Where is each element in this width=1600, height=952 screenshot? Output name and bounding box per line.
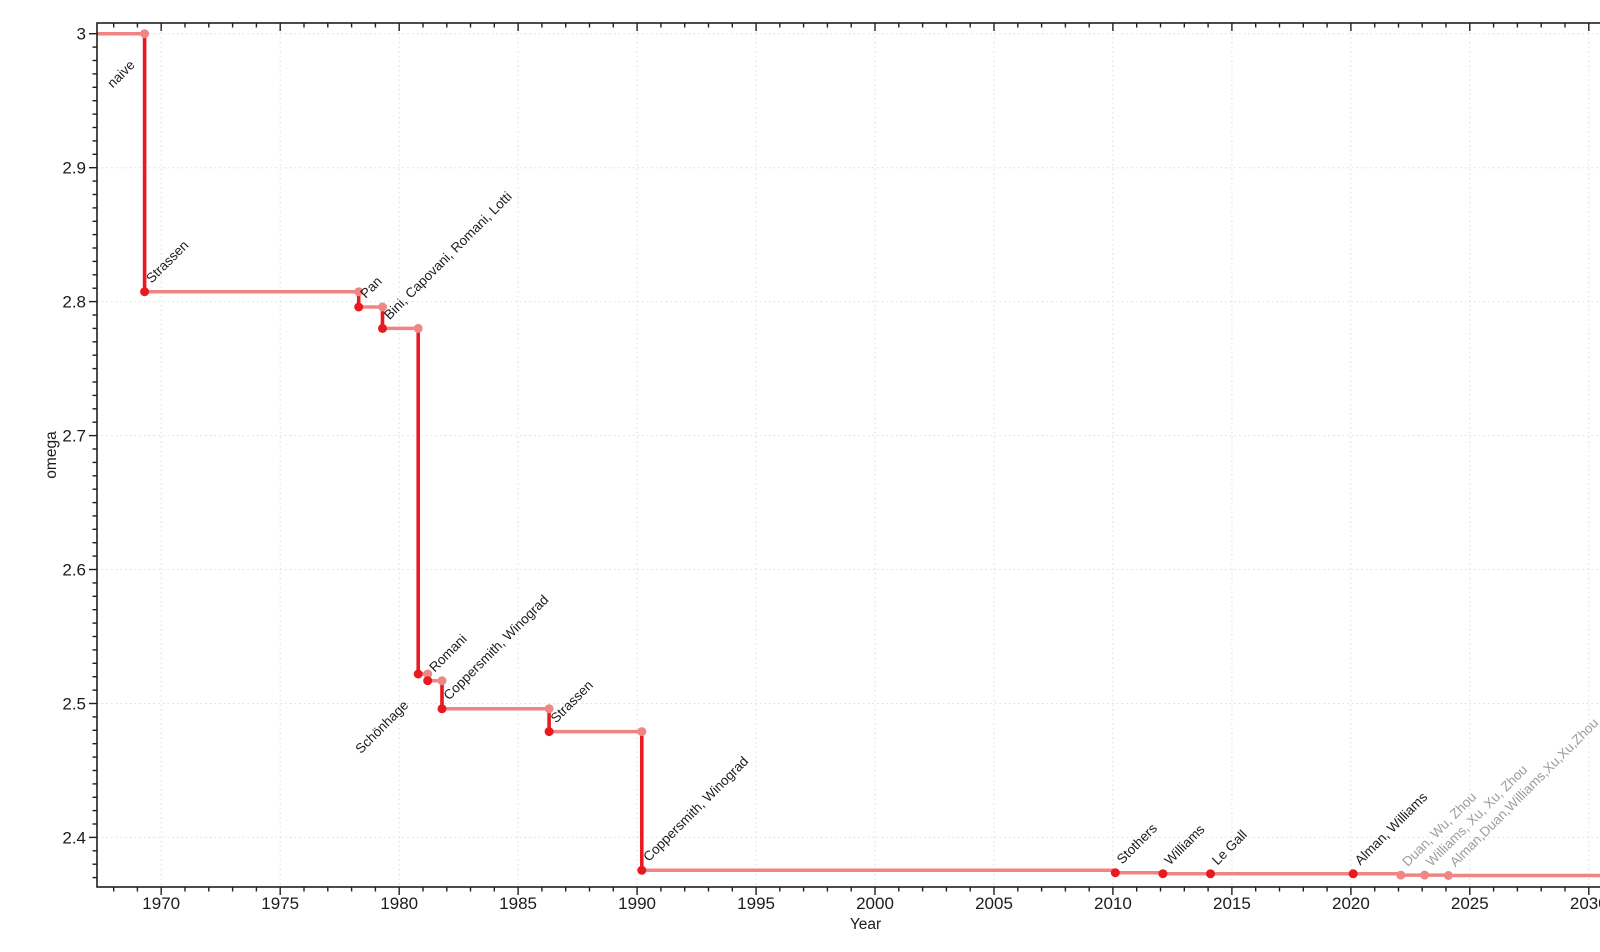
x-tick-label: 1995 bbox=[737, 894, 775, 913]
event-dot bbox=[1158, 869, 1168, 879]
y-tick-label: 2.5 bbox=[62, 695, 86, 714]
plot-border bbox=[96, 22, 1600, 888]
x-tick-label: 1970 bbox=[142, 894, 180, 913]
event-dot bbox=[544, 727, 554, 737]
x-tick-label: 2030 bbox=[1570, 894, 1600, 913]
grid-lines bbox=[97, 23, 1600, 887]
event-label: Pan bbox=[357, 274, 385, 302]
event-dot bbox=[354, 302, 364, 312]
event-label: Williams bbox=[1161, 822, 1207, 868]
event-dot bbox=[637, 865, 647, 875]
event-label: Bini, Capovani, Romani, Lotti bbox=[381, 189, 515, 323]
step-corner-dot bbox=[140, 29, 150, 39]
event-label: naive bbox=[104, 57, 137, 90]
step-corner-dot bbox=[423, 669, 433, 679]
event-dot bbox=[1206, 869, 1215, 879]
y-tick-label: 2.9 bbox=[62, 159, 86, 178]
event-dot bbox=[378, 323, 387, 333]
y-tick-label: 2.4 bbox=[62, 828, 86, 847]
x-tick-label: 2020 bbox=[1332, 894, 1370, 913]
omega-step-series bbox=[97, 29, 1600, 880]
event-label: Le Gall bbox=[1209, 827, 1250, 868]
event-dot bbox=[140, 287, 150, 297]
event-label: Strassen bbox=[548, 677, 596, 725]
event-dot bbox=[413, 669, 423, 679]
event-dot bbox=[1348, 869, 1358, 879]
y-axis-title: omega bbox=[43, 431, 60, 479]
event-dot bbox=[1396, 870, 1406, 880]
omega-history-chart: naive Strassen Pan Bini, Capovani, Romani, … bbox=[40, 16, 1600, 936]
event-dot bbox=[1110, 868, 1120, 878]
event-dot bbox=[437, 704, 447, 714]
x-tick-label: 2010 bbox=[1094, 894, 1132, 913]
x-axis-title: Year bbox=[850, 916, 881, 933]
x-tick-label: 1990 bbox=[618, 894, 656, 913]
x-tick-label: 1980 bbox=[380, 894, 418, 913]
event-label: Strassen bbox=[143, 238, 191, 286]
x-tick-label: 1975 bbox=[261, 894, 299, 913]
event-dot bbox=[1420, 870, 1430, 880]
event-label: Coppersmith, Winograd bbox=[640, 754, 751, 865]
step-line bbox=[97, 31, 1600, 878]
step-corner-dot bbox=[437, 676, 447, 686]
event-dot bbox=[423, 676, 433, 686]
step-corner-dot bbox=[354, 287, 364, 297]
event-label: Williams, Xu, Xu, Zhou bbox=[1423, 762, 1530, 869]
x-tick-label: 2015 bbox=[1213, 894, 1251, 913]
event-dot bbox=[1443, 871, 1453, 880]
step-corner-dot bbox=[637, 727, 647, 737]
step-corner-dot bbox=[544, 704, 554, 714]
step-corner-dot bbox=[413, 323, 423, 333]
y-tick-label: 3 bbox=[77, 25, 86, 44]
x-tick-label: 2025 bbox=[1451, 894, 1489, 913]
x-tick-label: 1985 bbox=[499, 894, 537, 913]
y-tick-label: 2.8 bbox=[62, 293, 86, 312]
event-label: Stothers bbox=[1114, 820, 1160, 866]
event-label: Schönhage bbox=[352, 698, 411, 757]
y-tick-label: 2.6 bbox=[62, 561, 86, 580]
x-tick-label: 2000 bbox=[856, 894, 894, 913]
x-tick-label: 2005 bbox=[975, 894, 1013, 913]
axes: 1970 1975 1980 1985 1990 1995 2000 2005 2010 2015… bbox=[43, 22, 1600, 933]
step-corner-dot bbox=[378, 302, 387, 312]
y-tick-label: 2.7 bbox=[62, 427, 86, 446]
